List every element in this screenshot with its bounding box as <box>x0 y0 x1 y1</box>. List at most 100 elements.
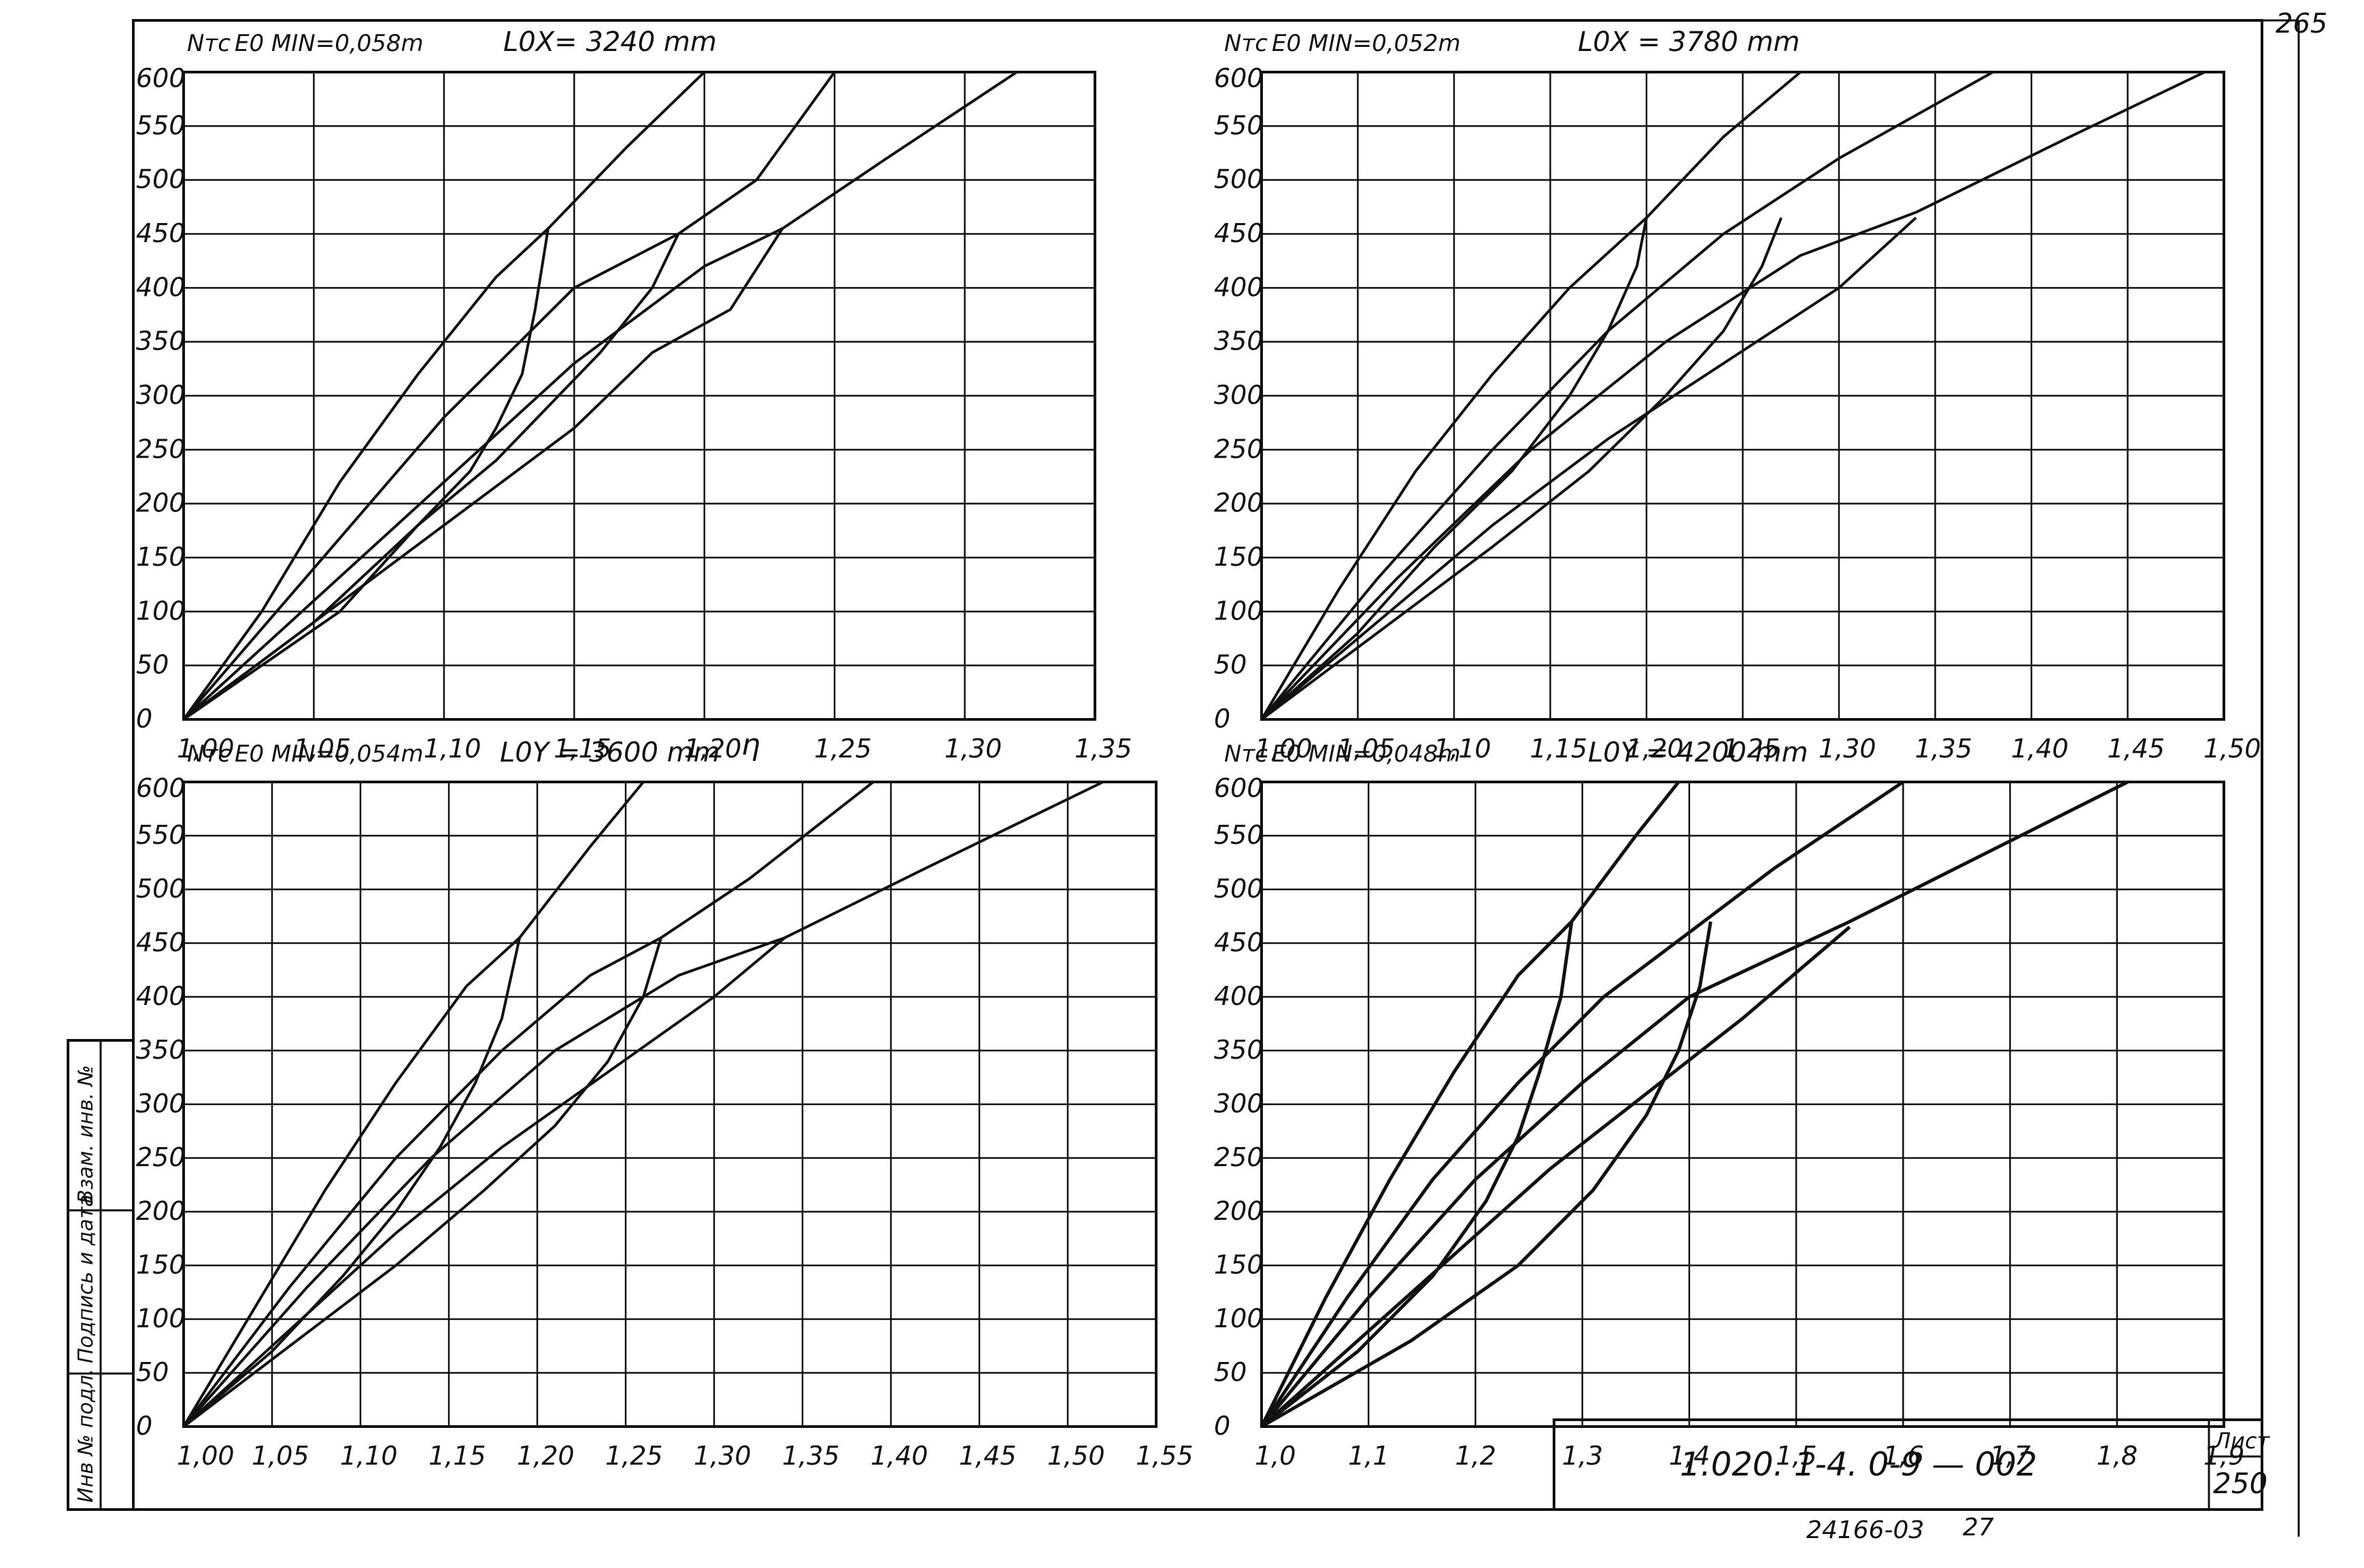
x-tick-label: 1,30 <box>694 1441 752 1471</box>
y-tick-label: 400 <box>136 981 186 1011</box>
y-axis-label: Nтс <box>187 30 231 57</box>
x-tick-label: 1,25 <box>814 734 872 764</box>
y-tick-label: 50 <box>136 650 169 680</box>
x-tick-label: 1,25 <box>1723 734 1780 764</box>
bottom-code: 24166-03 <box>1806 1516 1924 1544</box>
series-line-3 <box>1260 780 2129 1428</box>
series-line-5 <box>182 228 550 721</box>
x-tick-label: 1,1 <box>1348 1441 1389 1471</box>
header-l0: L0Y = 4200 mm <box>1588 737 1808 768</box>
chart-top-right: 1,00 1,05 1,10 1,15 1,20 1,25 1,30 1,35 1,40 1,45… <box>1214 27 2261 764</box>
x-tick-label: 1,0 <box>1255 1441 1296 1471</box>
x-tick-label: 1,20 <box>684 734 742 764</box>
x-tick-label: 1,30 <box>945 734 1002 764</box>
header-e0: E0 MIN=0,054m <box>235 740 424 768</box>
series-line-6 <box>1260 921 1712 1429</box>
y-tick-label: 50 <box>1214 650 1247 680</box>
series-line-2 <box>182 781 875 1428</box>
y-tick-label: 300 <box>1214 380 1264 410</box>
series-line-4 <box>1260 216 1917 721</box>
y-axis-label: Nтс <box>187 740 231 768</box>
y-tick-label: 150 <box>1214 1250 1264 1280</box>
x-tick-label: 1,6 <box>1882 1441 1923 1471</box>
series-line-2 <box>182 71 836 721</box>
y-axis-label: Nтс <box>1224 30 1268 57</box>
series-line-1 <box>1260 71 1802 721</box>
title-block-frame <box>1553 1418 2263 1511</box>
x-tick-label: 1,50 <box>1047 1441 1105 1471</box>
series-line-3 <box>182 71 1018 721</box>
y-tick-label: 600 <box>1214 63 1264 93</box>
series-line-4 <box>1260 925 1851 1428</box>
x-tick-label: 1,35 <box>782 1441 840 1471</box>
x-tick-label: 1,45 <box>2108 734 2165 764</box>
header-l0: L0X = 3780 mm <box>1578 27 1800 58</box>
x-tick-label: 1,10 <box>340 1441 398 1471</box>
series-line-1 <box>182 71 706 721</box>
x-tick-label: 1,00 <box>177 734 235 764</box>
header-e0: E0 MIN=0,052m <box>1272 30 1461 57</box>
y-tick-label: 500 <box>1214 165 1264 194</box>
y-tick-label: 550 <box>1214 110 1264 140</box>
x-tick-label: 1,10 <box>424 734 482 764</box>
y-tick-label: 350 <box>1214 1035 1264 1065</box>
chart-bottom-left: 1,00 1,05 1,10 1,15 1,20 1,25 1,30 1,35 1,40 1,45… <box>136 737 1194 1471</box>
y-axis-label: Nтс <box>1224 740 1268 768</box>
header-l0: L0X= 3240 mm <box>503 27 717 58</box>
y-tick-label: 400 <box>136 272 186 302</box>
x-tick-label: 1,25 <box>605 1441 663 1471</box>
x-tick-label: 1,05 <box>293 734 351 764</box>
y-tick-label: 0 <box>1214 1411 1230 1441</box>
y-tick-label: 400 <box>1214 981 1264 1011</box>
x-tick-label: 1,05 <box>1338 734 1396 764</box>
y-tick-label: 0 <box>1214 704 1230 734</box>
side-label-sign: Подпись и дата <box>74 1195 98 1364</box>
header-e0: E0 MIN=0,058m <box>235 30 424 57</box>
series-line-2 <box>1260 71 1994 721</box>
y-tick-label: 200 <box>136 488 186 518</box>
y-tick-label: 450 <box>136 218 186 248</box>
y-tick-label: 550 <box>136 110 186 140</box>
x-tick-label: 1,15 <box>1530 734 1588 764</box>
y-tick-label: 100 <box>1214 596 1264 626</box>
sheet-frame <box>132 19 2263 1511</box>
y-tick-label: 0 <box>136 704 152 734</box>
series-line-5 <box>1260 921 1574 1428</box>
y-tick-label: 50 <box>1214 1357 1247 1387</box>
y-tick-label: 100 <box>136 596 186 626</box>
series-line-3 <box>1260 71 2206 721</box>
series-line-6 <box>1260 217 1783 721</box>
x-tick-label: 1,35 <box>1915 734 1973 764</box>
x-tick-label: 1,35 <box>1075 734 1132 764</box>
y-tick-label: 500 <box>136 874 186 904</box>
y-tick-label: 550 <box>136 820 186 850</box>
y-tick-label: 500 <box>1214 874 1264 904</box>
series-line-2 <box>1260 780 1904 1428</box>
y-tick-label: 250 <box>136 434 186 464</box>
x-tick-label: 1,2 <box>1455 1441 1496 1471</box>
x-tick-label: 1,05 <box>252 1441 309 1471</box>
chart-top-left: 1,00 1,05 1,10 1,15 1,20 1,25 1,30 1,35 0 50 100 15… <box>136 27 1132 764</box>
y-tick-label: 250 <box>136 1142 186 1172</box>
drawing-code: 1.020. 1-4. 0-9 — 002 <box>1680 1446 2037 1484</box>
y-tick-label: 250 <box>1214 1142 1264 1172</box>
y-tick-label: 50 <box>136 1357 169 1387</box>
series-line-3 <box>182 781 1104 1428</box>
x-tick-label: 1,8 <box>2097 1441 2138 1471</box>
y-tick-label: 500 <box>136 165 186 194</box>
series-line-1 <box>182 781 645 1428</box>
header-l0: L0Y = 3600 mm <box>500 737 720 768</box>
x-tick-label: 1,00 <box>1255 734 1313 764</box>
page-number-top: 265 <box>2276 8 2327 39</box>
side-label-vzam: Взам. инв. № <box>74 1065 98 1204</box>
y-tick-label: 300 <box>136 380 186 410</box>
y-tick-label: 200 <box>1214 488 1264 518</box>
y-tick-label: 600 <box>136 773 186 803</box>
y-tick-label: 300 <box>136 1089 186 1119</box>
x-tick-label: 1,20 <box>517 1441 575 1471</box>
series-line-6 <box>182 937 662 1428</box>
header-e0: E0 MIN=0,048m <box>1272 740 1461 768</box>
bottom-number: 27 <box>1963 1514 1994 1541</box>
sheet-number: 250 <box>2213 1467 2267 1500</box>
